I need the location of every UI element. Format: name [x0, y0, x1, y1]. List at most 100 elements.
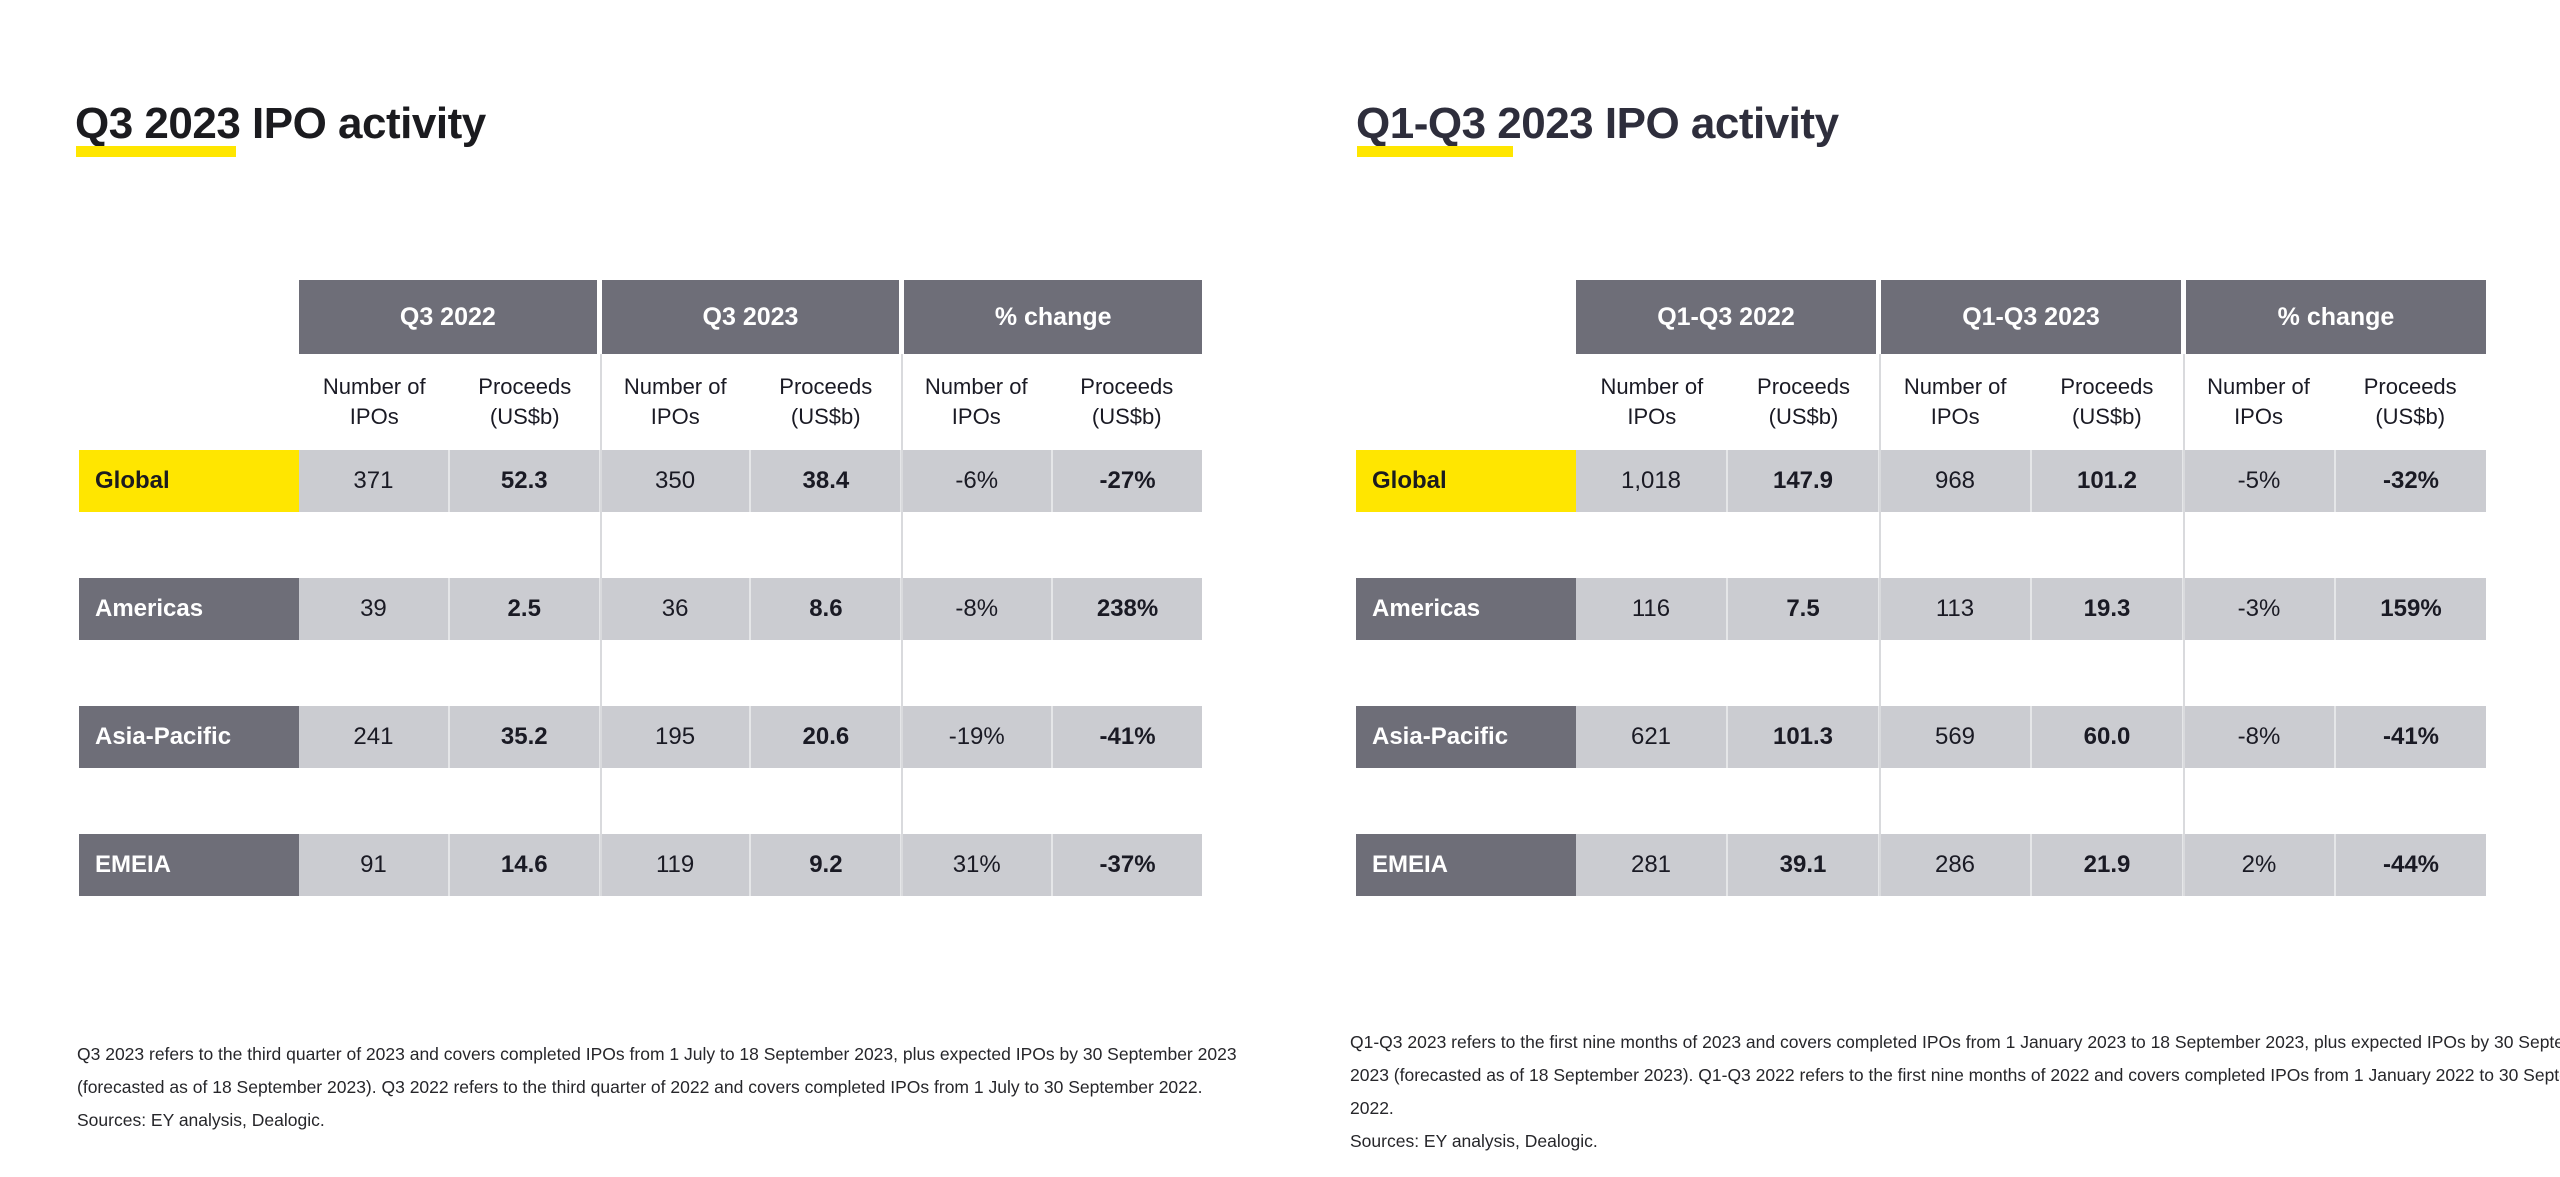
column-group-header-row: Q1-Q3 2022 Q1-Q3 2023 % change	[1356, 280, 2486, 354]
table-row-asia-pacific: Asia-Pacific 621 101.3 569 60.0 -8% -41%	[1356, 706, 2486, 768]
band-divider-line	[901, 354, 903, 896]
subheader-cell: Number of IPOs	[623, 374, 727, 429]
value-cell: 2%	[2182, 834, 2334, 896]
subheader-cell: Number of IPOs	[924, 374, 1028, 429]
row-label: Americas	[79, 578, 299, 640]
spacer-row	[1356, 640, 2486, 706]
subheader-cell: Proceeds (US$b)	[1080, 374, 1174, 429]
value-cell: -27%	[1051, 450, 1202, 512]
value-cell: -37%	[1051, 834, 1202, 896]
value-cell: 60.0	[2030, 706, 2182, 768]
subheader-cell: Proceeds (US$b)	[1757, 374, 1850, 429]
subheader-gap	[1356, 354, 1576, 450]
value-cell: -6%	[900, 450, 1052, 512]
subheader-gap	[79, 354, 299, 450]
row-label: EMEIA	[79, 834, 299, 896]
value-cell: 21.9	[2030, 834, 2182, 896]
subheader-cell: Number of IPOs	[1903, 374, 2007, 429]
band-gap	[1356, 280, 1576, 354]
value-cell: 113	[1878, 578, 2030, 640]
title-underline	[76, 146, 236, 157]
row-label: Asia-Pacific	[79, 706, 299, 768]
table-row-asia-pacific: Asia-Pacific 241 35.2 195 20.6 -19% -41%	[79, 706, 1202, 768]
row-label: Global	[79, 450, 299, 512]
value-cell: 968	[1878, 450, 2030, 512]
value-cell: 2.5	[447, 578, 599, 640]
value-cell: 38.4	[749, 450, 901, 512]
row-label: Global	[1356, 450, 1576, 512]
footnote-line: (forecasted as of 18 September 2023). Q3…	[77, 1077, 1203, 1097]
value-cell: 7.5	[1726, 578, 1878, 640]
value-cell: -41%	[1051, 706, 1202, 768]
spacer-row	[1356, 512, 2486, 578]
table-row-global: Global 371 52.3 350 38.4 -6% -27%	[79, 450, 1202, 512]
value-cell: 119	[598, 834, 750, 896]
value-cell: 39.1	[1726, 834, 1878, 896]
subheader-cell: Proceeds (US$b)	[779, 374, 873, 429]
value-cell: 238%	[1051, 578, 1202, 640]
column-group-header: % change	[2186, 280, 2486, 354]
band-divider-line	[1879, 354, 1881, 896]
column-group-header-row: Q3 2022 Q3 2023 % change	[79, 280, 1203, 354]
value-cell: -8%	[900, 578, 1052, 640]
value-cell: 101.2	[2030, 450, 2182, 512]
value-cell: 101.3	[1726, 706, 1878, 768]
value-cell: 9.2	[749, 834, 901, 896]
page-title: Q1-Q3 2023 IPO activity	[1356, 99, 1839, 149]
page-title: Q3 2023 IPO activity	[75, 99, 486, 149]
value-cell: 621	[1576, 706, 1726, 768]
value-cell: -5%	[2182, 450, 2334, 512]
band-divider-line	[2183, 354, 2185, 896]
footnote: Q1-Q3 2023 refers to the first nine mont…	[1350, 1026, 2560, 1158]
value-cell: 14.6	[447, 834, 599, 896]
value-cell: -3%	[2182, 578, 2334, 640]
subheader-cell: Proceeds (US$b)	[2060, 374, 2154, 429]
value-cell: 350	[598, 450, 750, 512]
column-group-header: Q1-Q3 2023	[1881, 280, 2181, 354]
subheader-cell: Number of IPOs	[2207, 374, 2310, 429]
footnote-line: Q3 2023 refers to the third quarter of 2…	[77, 1044, 1237, 1064]
value-cell: 1,018	[1576, 450, 1726, 512]
row-label: EMEIA	[1356, 834, 1576, 896]
subheader-row: Number of IPOs Proceeds (US$b) Number of…	[79, 354, 1202, 450]
column-group-header: Q1-Q3 2022	[1576, 280, 1876, 354]
value-cell: 19.3	[2030, 578, 2182, 640]
value-cell: 35.2	[447, 706, 599, 768]
value-cell: 286	[1878, 834, 2030, 896]
band-gap	[79, 280, 299, 354]
subheader-cell: Number of IPOs	[322, 374, 426, 429]
value-cell: 281	[1576, 834, 1726, 896]
spacer-row	[1356, 768, 2486, 834]
value-cell: 159%	[2334, 578, 2486, 640]
value-cell: 91	[299, 834, 448, 896]
ipo-table-q3: Q3 2022 Q3 2023 % change Number of IPOs …	[79, 280, 1203, 896]
value-cell: -19%	[900, 706, 1052, 768]
subheader-row: Number of IPOs Proceeds (US$b) Number of…	[1356, 354, 2486, 450]
value-cell: 195	[598, 706, 750, 768]
value-cell: 31%	[900, 834, 1052, 896]
value-cell: 36	[598, 578, 750, 640]
subheader-cell: Number of IPOs	[1600, 374, 1704, 429]
table-row-global: Global 1,018 147.9 968 101.2 -5% -32%	[1356, 450, 2486, 512]
footnote-line: Sources: EY analysis, Dealogic.	[77, 1110, 325, 1130]
value-cell: -44%	[2334, 834, 2486, 896]
subheader-cell: Proceeds (US$b)	[2363, 374, 2457, 429]
value-cell: 569	[1878, 706, 2030, 768]
spacer-row	[79, 768, 1202, 834]
column-group-header: Q3 2022	[299, 280, 597, 354]
table-row-americas: Americas 39 2.5 36 8.6 -8% 238%	[79, 578, 1202, 640]
value-cell: 147.9	[1726, 450, 1878, 512]
value-cell: 8.6	[749, 578, 901, 640]
value-cell: -41%	[2334, 706, 2486, 768]
row-label: Americas	[1356, 578, 1576, 640]
table-row-americas: Americas 116 7.5 113 19.3 -3% 159%	[1356, 578, 2486, 640]
footnote-line: Q1-Q3 2023 refers to the first nine mont…	[1350, 1032, 2560, 1052]
table-row-emeia: EMEIA 281 39.1 286 21.9 2% -44%	[1356, 834, 2486, 896]
value-cell: 241	[299, 706, 448, 768]
spacer-row	[79, 640, 1202, 706]
spacer-row	[79, 512, 1202, 578]
subheader-cell: Proceeds (US$b)	[478, 374, 572, 429]
footnote-line: 2023 (forecasted as of 18 September 2023…	[1350, 1065, 2560, 1085]
row-label: Asia-Pacific	[1356, 706, 1576, 768]
value-cell: -8%	[2182, 706, 2334, 768]
